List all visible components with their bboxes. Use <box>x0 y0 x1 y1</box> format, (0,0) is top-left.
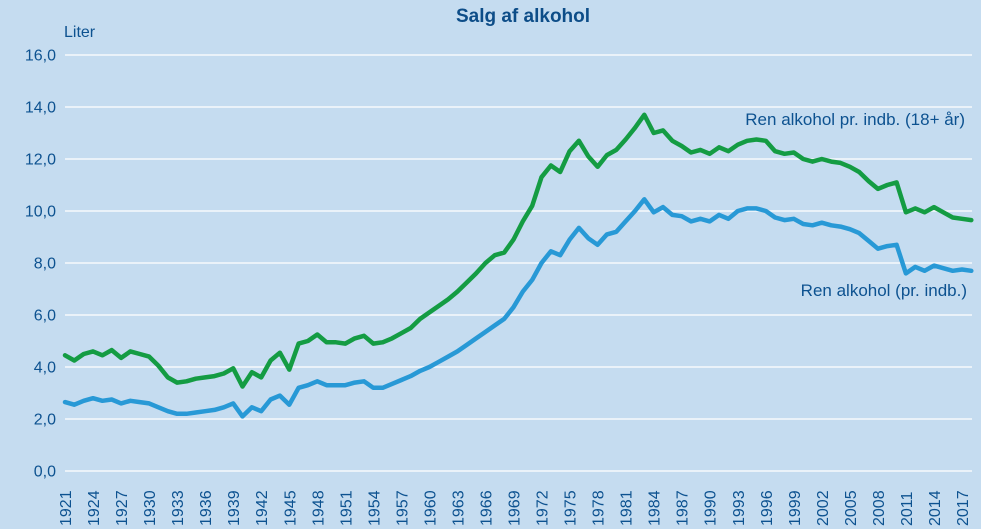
y-axis-tick-label: 10,0 <box>25 204 56 221</box>
x-axis-tick-label: 1930 <box>142 490 159 526</box>
x-axis-tick-label: 1999 <box>787 490 804 526</box>
chart-title: Salg af alkohol <box>455 6 591 27</box>
x-axis-tick-label: 1984 <box>647 490 664 526</box>
series-line-green <box>62 112 974 389</box>
x-axis-tick-label: 1993 <box>731 490 748 526</box>
x-axis-tick-label: 1945 <box>282 490 299 526</box>
y-axis-tick-label: 6,0 <box>34 308 56 325</box>
x-axis-tick-label: 1939 <box>226 490 243 526</box>
x-axis-tick-label: 2002 <box>815 490 832 526</box>
x-axis-tick-label: 1987 <box>675 490 692 526</box>
y-axis-tick-label: 16,0 <box>25 48 56 65</box>
x-axis-tick-label: 1981 <box>619 490 636 526</box>
x-axis-tick-label: 1924 <box>86 490 103 526</box>
x-axis-tick-label: 1927 <box>114 490 131 526</box>
x-axis-tick-label: 1951 <box>338 490 355 526</box>
x-axis-tick-label: 1954 <box>366 490 383 526</box>
x-axis-tick-label: 1978 <box>591 490 608 526</box>
x-axis-tick-label: 1942 <box>254 490 271 526</box>
series-line-blue <box>62 197 974 419</box>
x-axis-tick-label: 1936 <box>198 490 215 526</box>
y-axis-tick-label: 0,0 <box>34 464 56 481</box>
x-axis-tick-label: 1969 <box>507 490 524 526</box>
x-axis-tick-label: 2014 <box>927 490 944 526</box>
x-axis-tick-label: 1963 <box>450 490 467 526</box>
y-axis-tick-label: 4,0 <box>34 360 56 377</box>
x-axis-tick-label: 1972 <box>535 490 552 526</box>
y-axis-tick-label: 2,0 <box>34 412 56 429</box>
x-axis-tick-label: 2008 <box>871 490 888 526</box>
x-axis-tick-label: 1960 <box>422 490 439 526</box>
y-axis-tick-label: 12,0 <box>25 152 56 169</box>
x-axis-tick-label: 1975 <box>563 490 580 526</box>
series-label-green: Ren alkohol pr. indb. (18+ år) <box>745 110 965 129</box>
x-axis-tick-label: 2011 <box>899 491 916 526</box>
y-axis-tick-label: 8,0 <box>34 256 56 273</box>
y-axis-tick-label: 14,0 <box>25 100 56 117</box>
series-label-blue: Ren alkohol (pr. indb.) <box>800 281 967 300</box>
x-axis-tick-label: 2005 <box>843 490 860 526</box>
x-axis-tick-label: 1990 <box>703 490 720 526</box>
x-axis-tick-label: 1921 <box>58 490 75 526</box>
y-axis-unit-label: Liter <box>64 24 96 41</box>
x-axis-tick-label: 1957 <box>394 490 411 526</box>
x-axis-tick-label: 2017 <box>955 490 972 526</box>
x-axis-tick-label: 1966 <box>478 490 495 526</box>
x-axis-tick-label: 1948 <box>310 490 327 526</box>
x-axis-tick-label: 1933 <box>170 490 187 526</box>
x-axis-tick-label: 1996 <box>759 490 776 526</box>
